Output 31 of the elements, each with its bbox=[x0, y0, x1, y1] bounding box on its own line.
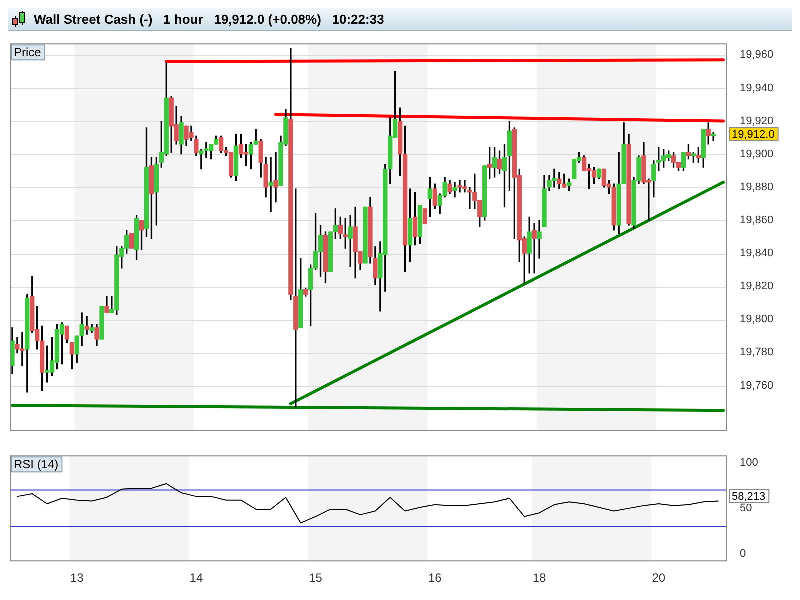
candlestick bbox=[268, 157, 274, 213]
y-tick-label: 19,820 bbox=[740, 280, 774, 293]
y-tick-label: 19,960 bbox=[740, 49, 774, 62]
y-tick-label: 100 bbox=[740, 456, 758, 469]
y-axis-title: Price bbox=[14, 45, 42, 60]
y-tick-label: 0 bbox=[740, 548, 746, 560]
y-tick-label: 50 bbox=[740, 502, 752, 515]
x-tick-label: 16 bbox=[428, 571, 442, 586]
y-tick-label: 19,780 bbox=[740, 346, 774, 359]
y-tick-label: 19,920 bbox=[740, 115, 774, 128]
x-tick-label: 14 bbox=[190, 571, 204, 586]
text: 58,213 bbox=[732, 490, 766, 503]
chart-title: RSI (14) bbox=[14, 457, 59, 472]
candlestick bbox=[100, 306, 104, 340]
candlestick bbox=[363, 206, 368, 264]
candlestick bbox=[84, 316, 90, 335]
y-tick-label: 19,940 bbox=[740, 82, 774, 94]
y-tick-label: 19,880 bbox=[740, 181, 774, 194]
candlestick bbox=[422, 208, 428, 224]
y-tick-label: 19,840 bbox=[740, 248, 774, 260]
x-tick-label: 18 bbox=[532, 571, 547, 586]
text: 19,912.0 bbox=[732, 129, 775, 142]
y-tick-label: 19,760 bbox=[740, 380, 774, 392]
y-tick-label: 19,800 bbox=[740, 314, 774, 326]
x-tick-label: 13 bbox=[70, 571, 84, 586]
chart-title: Wall Street Cash (-) 1 hour 19,912.0 (+0.08%) 10:22:33 bbox=[34, 12, 384, 26]
x-tick-label: 15 bbox=[309, 571, 323, 586]
y-tick-label: 19,860 bbox=[740, 214, 774, 226]
y-tick-label: 19,900 bbox=[740, 148, 774, 160]
candlestick bbox=[129, 233, 134, 249]
x-tick-label: 20 bbox=[652, 571, 666, 586]
